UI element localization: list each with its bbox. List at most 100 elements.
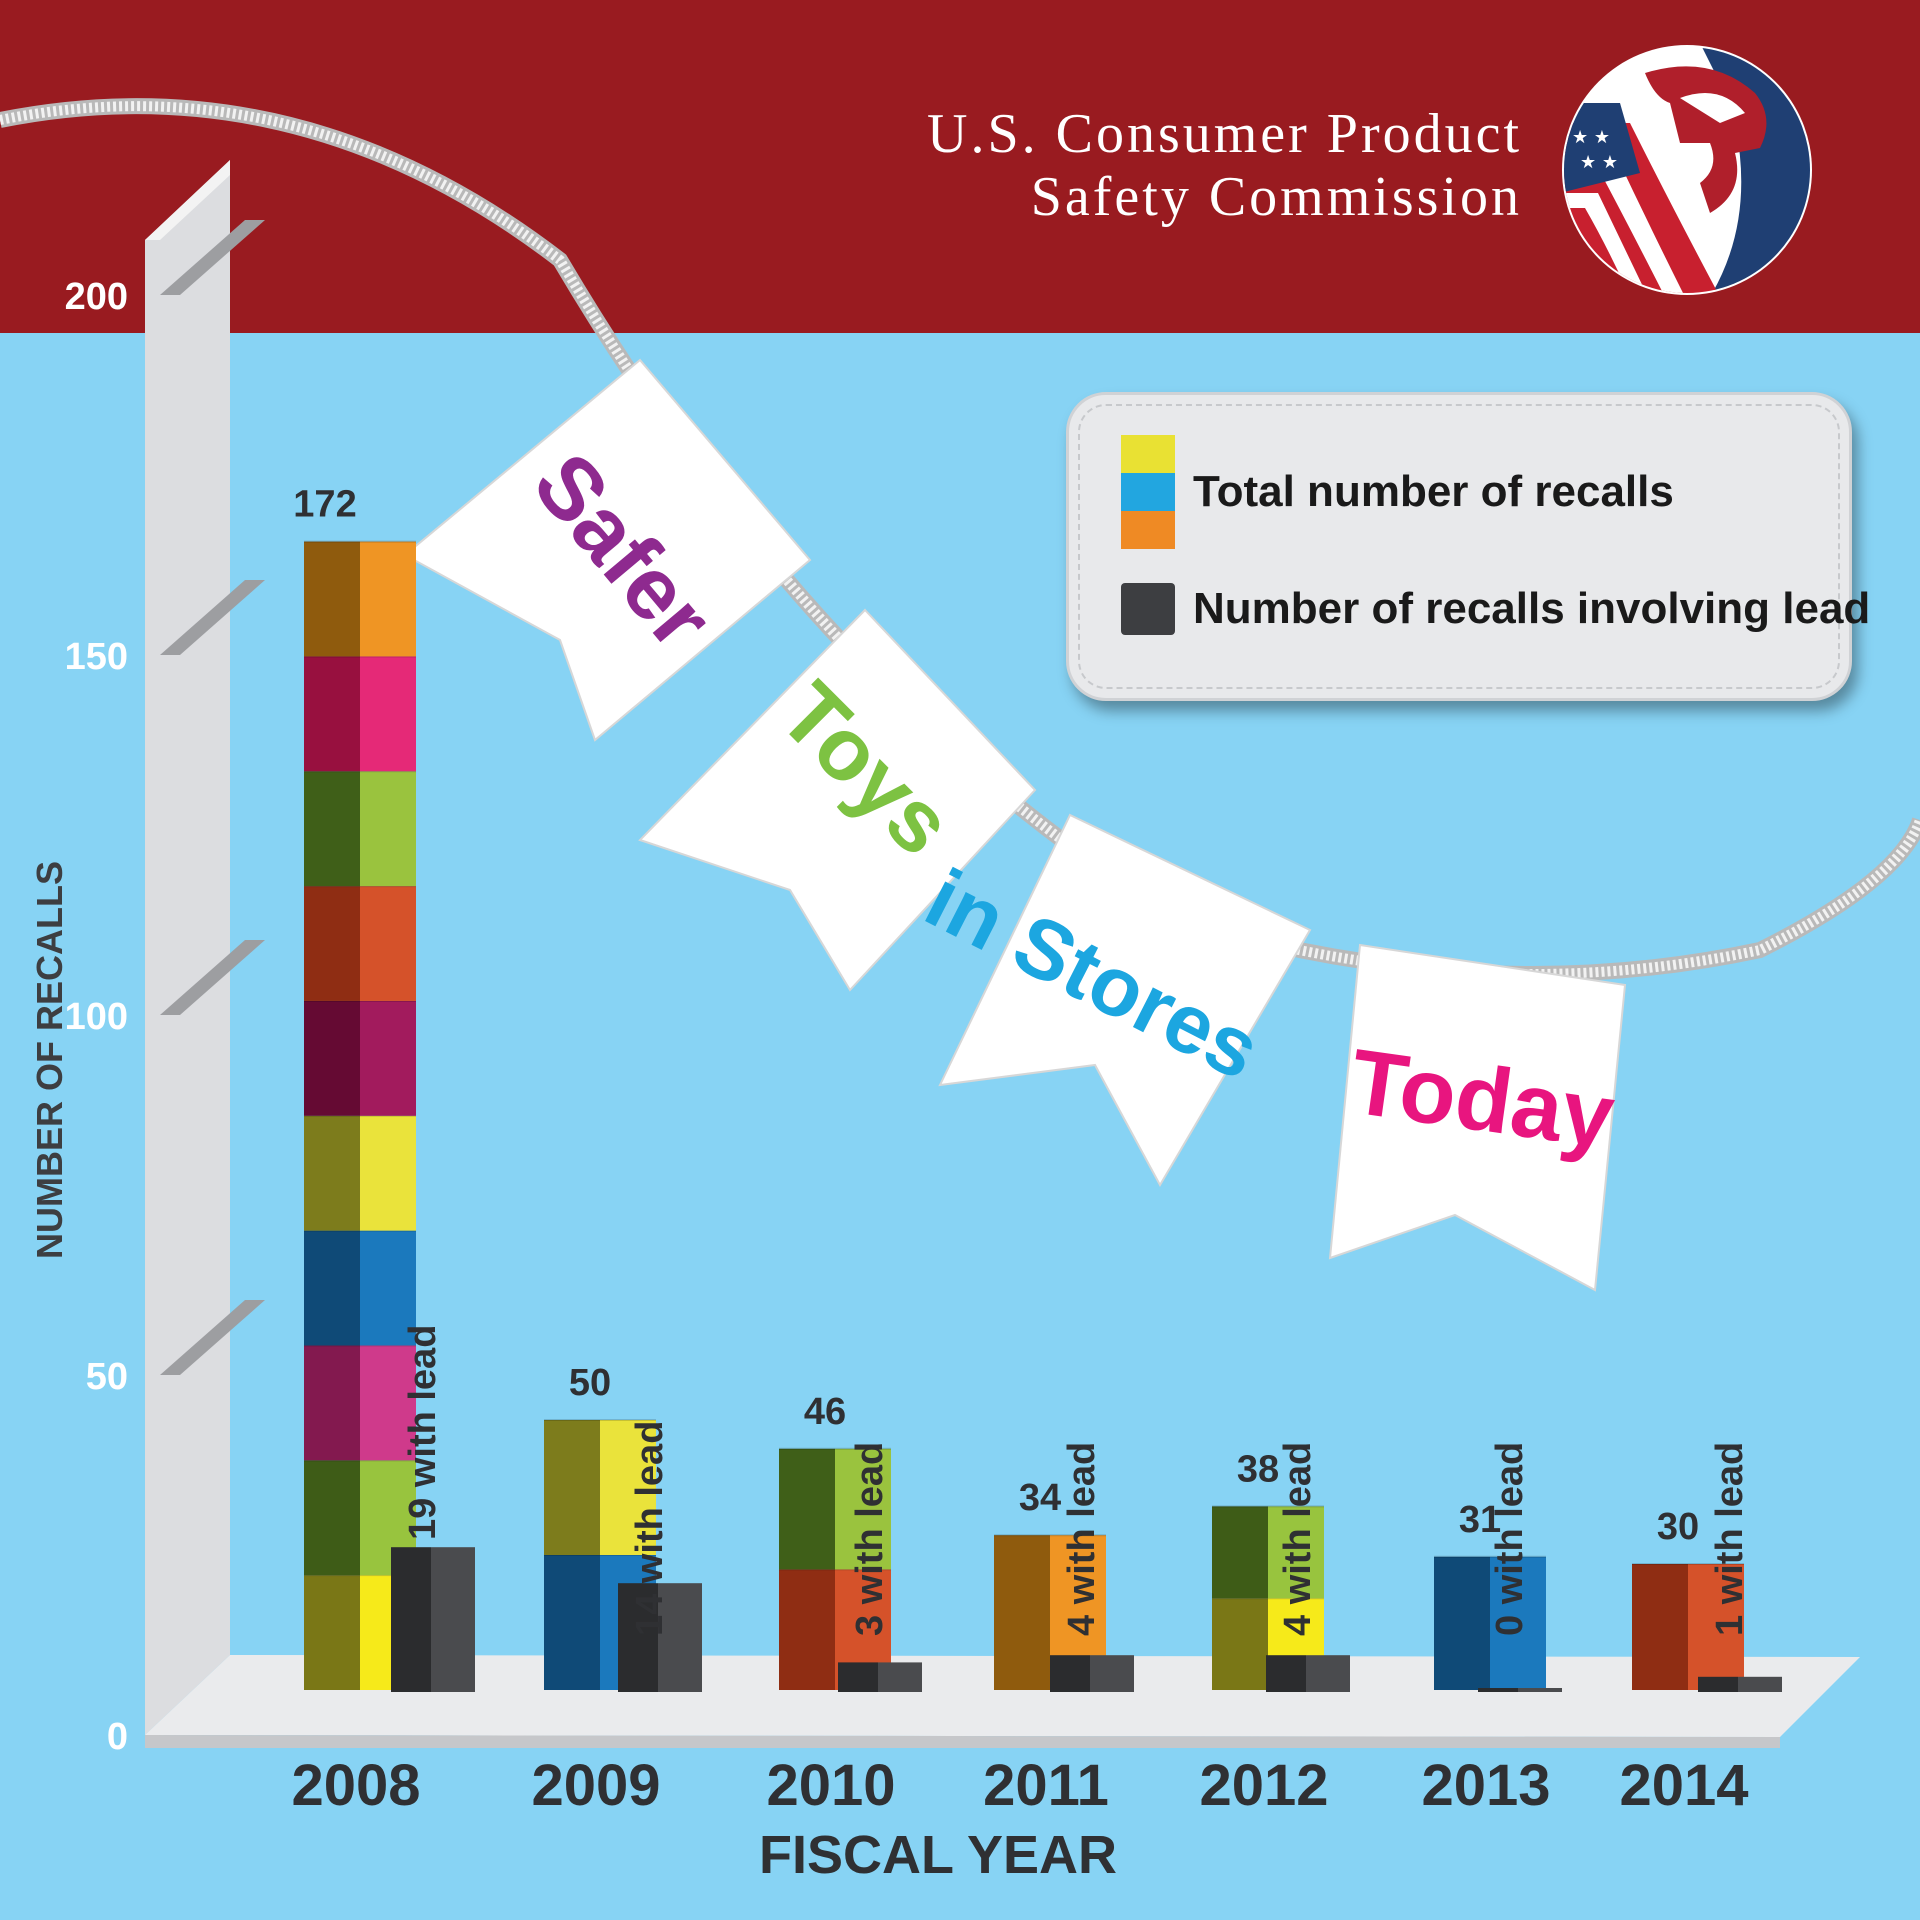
lead-bar [1478,1688,1518,1692]
x-axis-title: FISCAL YEAR [759,1825,1117,1885]
total-bar-block [360,1000,416,1116]
dark-block-icon [1121,583,1175,635]
banner-flag [638,608,1037,992]
total-bar-block [600,1420,656,1555]
total-bar-block [779,1448,835,1570]
total-bar-block [1688,1564,1744,1690]
total-bar-block [304,1000,360,1116]
total-bar-block [304,1115,360,1231]
x-tick-label: 2012 [1199,1753,1328,1818]
x-tick-label: 2011 [983,1753,1109,1818]
lead-bar [1090,1655,1134,1692]
y-tick-label: 150 [65,636,128,678]
banner-flag [1328,943,1627,1292]
total-bar-block [304,771,360,887]
lead-bar [1306,1655,1350,1692]
legend-item-total: Total number of recalls [1121,435,1674,549]
x-tick-label: 2010 [766,1753,895,1818]
y-tick-label: 100 [65,996,128,1038]
lead-bar [618,1583,658,1692]
total-bar-block [360,656,416,772]
y-axis-wall [145,160,230,1735]
lead-value-label: 14 with lead [629,1421,671,1636]
lead-value-label: 19 with lead [402,1325,444,1540]
total-bar-block [994,1535,1050,1690]
y-axis-title: NUMBER OF RECALLS [29,861,70,1259]
x-tick-label: 2014 [1619,1753,1748,1818]
total-bar-block [304,656,360,772]
total-value-label: 30 [1657,1506,1699,1548]
total-bar-block [304,1460,360,1576]
svg-text:★ ★: ★ ★ [1572,127,1610,148]
banner-flag [938,813,1312,1188]
y-tick-mark [160,1300,265,1375]
total-bar-block [1490,1556,1546,1690]
svg-text:★ ★: ★ ★ [1580,152,1618,173]
y-tick-mark [160,220,265,295]
y-tick-mark [160,940,265,1015]
lead-bar [878,1662,922,1692]
total-bar-block [304,1575,360,1690]
org-name-line2: Safety Commission [1030,166,1522,228]
stacked-blocks-icon [1121,435,1175,549]
total-bar-block [779,1569,835,1690]
lead-value-label: 4 with lead [1061,1442,1103,1636]
y-tick-mark [160,580,265,655]
banner-flag [403,358,812,742]
legend-item-lead: Number of recalls involving lead [1121,583,1870,635]
lead-bar [1738,1676,1782,1692]
x-tick-label: 2009 [531,1753,660,1818]
total-bar-block [1212,1598,1268,1690]
lead-bar [1518,1688,1562,1692]
y-tick-label: 200 [65,276,128,318]
total-value-label: 46 [804,1391,846,1433]
total-bar-block [304,1345,360,1461]
lead-bar [1050,1655,1090,1692]
lead-value-label: 3 with lead [849,1442,891,1636]
total-bar-block [1212,1506,1268,1599]
total-bar-block [1434,1556,1490,1690]
lead-value-label: 0 with lead [1489,1442,1531,1636]
total-bar-block [304,886,360,1001]
lead-value-label: 4 with lead [1277,1442,1319,1636]
total-bar-block [544,1555,600,1690]
total-bar-block [1632,1564,1688,1690]
legend-label-total: Total number of recalls [1193,467,1674,516]
total-bar-block [304,541,360,657]
legend-label-lead: Number of recalls involving lead [1193,584,1871,633]
y-tick-label: 0 [107,1716,128,1758]
total-bar-block [360,886,416,1001]
total-bar-block [1268,1506,1324,1599]
total-value-label: 50 [569,1362,611,1404]
total-bar-block [544,1420,600,1555]
total-bar-block [360,1230,416,1346]
x-tick-label: 2013 [1421,1753,1550,1818]
x-tick-label: 2008 [291,1753,420,1818]
total-bar-block [835,1448,891,1570]
y-axis-wall-top [145,160,230,240]
lead-bar [1266,1655,1306,1692]
lead-bar [658,1583,702,1692]
total-value-label: 38 [1237,1448,1279,1490]
total-value-label: 172 [293,484,356,526]
floor-platform-edge [145,1735,1780,1748]
lead-bar [391,1547,431,1692]
banner-rope [0,98,1920,982]
total-bar-block [360,771,416,887]
total-bar-block [360,541,416,657]
total-bar-block [360,1345,416,1461]
legend: Total number of recalls Number of recall… [1066,392,1870,701]
lead-bar [1698,1676,1738,1692]
cpsc-logo: ★ ★ ★ ★ [1562,45,1812,295]
lead-bar [431,1547,475,1692]
total-bar-block [304,1230,360,1346]
y-tick-label: 50 [86,1356,128,1398]
total-value-label: 34 [1019,1477,1061,1519]
total-bar-block [360,1115,416,1231]
org-name-line1: U.S. Consumer Product [927,103,1522,165]
total-value-label: 31 [1459,1499,1501,1541]
lead-bar [838,1662,878,1692]
lead-value-label: 1 with lead [1709,1442,1751,1636]
